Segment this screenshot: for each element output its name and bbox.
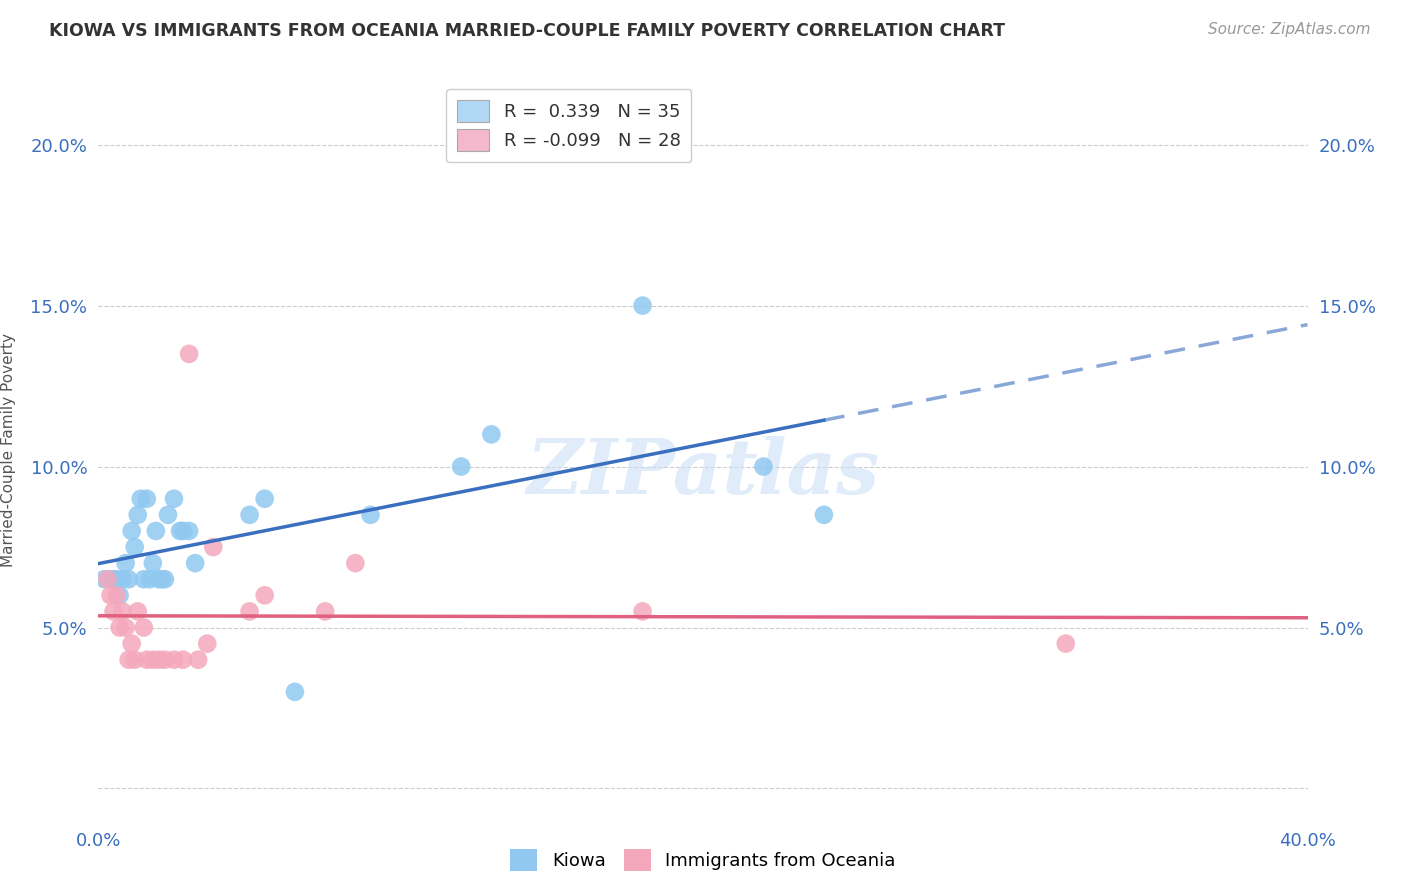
Point [813,508,835,522]
Point [135,653,157,667]
Point [752,459,775,474]
Point [148,572,170,586]
Point [129,491,152,506]
Point [314,604,336,618]
Point [169,524,191,538]
Point [284,685,307,699]
Point [142,653,165,667]
Text: Source: ZipAtlas.com: Source: ZipAtlas.com [1208,22,1371,37]
Point [253,588,276,602]
Point [150,572,173,586]
Point [145,524,167,538]
Point [184,556,207,570]
Point [124,653,146,667]
Point [135,491,157,506]
Point [202,540,225,554]
Point [253,491,276,506]
Point [118,653,141,667]
Text: KIOWA VS IMMIGRANTS FROM OCEANIA MARRIED-COUPLE FAMILY POVERTY CORRELATION CHART: KIOWA VS IMMIGRANTS FROM OCEANIA MARRIED… [49,22,1005,40]
Point [93,572,115,586]
Point [118,572,141,586]
Point [108,588,131,602]
Point [153,653,176,667]
Point [127,604,149,618]
Point [172,524,194,538]
Point [450,459,472,474]
Point [195,637,218,651]
Point [631,604,654,618]
Point [153,572,176,586]
Legend: R =  0.339   N = 35, R = -0.099   N = 28: R = 0.339 N = 35, R = -0.099 N = 28 [446,89,692,162]
Point [103,572,125,586]
Y-axis label: Married-Couple Family Poverty: Married-Couple Family Poverty [1,334,17,567]
Point [187,653,209,667]
Point [239,508,262,522]
Point [481,427,503,442]
Point [163,653,186,667]
Point [96,572,118,586]
Point [148,653,170,667]
Point [124,540,146,554]
Point [105,588,128,602]
Point [344,556,367,570]
Point [114,556,136,570]
Point [142,556,165,570]
Point [179,347,201,361]
Point [100,588,122,602]
Point [179,524,201,538]
Point [156,508,179,522]
Point [127,508,149,522]
Point [1054,637,1077,651]
Point [163,491,186,506]
Point [108,620,131,634]
Point [132,620,155,634]
Point [103,604,125,618]
Point [121,637,143,651]
Point [111,604,134,618]
Point [114,620,136,634]
Point [100,572,122,586]
Point [121,524,143,538]
Point [139,572,162,586]
Point [360,508,382,522]
Point [105,572,128,586]
Point [631,299,654,313]
Legend: Kiowa, Immigrants from Oceania: Kiowa, Immigrants from Oceania [503,842,903,879]
Text: ZIPatlas: ZIPatlas [526,435,880,509]
Point [132,572,155,586]
Point [111,572,134,586]
Point [239,604,262,618]
Point [172,653,194,667]
